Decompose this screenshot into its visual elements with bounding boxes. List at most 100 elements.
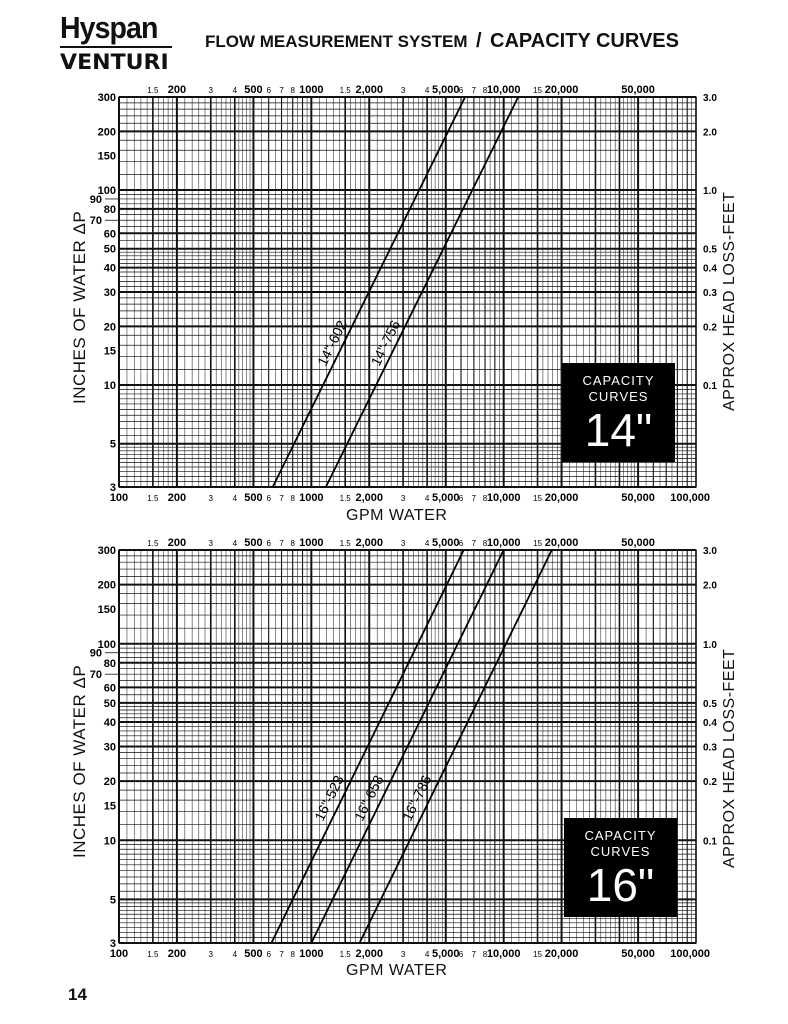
- x-tick-label: 50,000: [621, 537, 655, 549]
- x-tick-label: 4: [233, 539, 238, 548]
- x-tick-label: 1.5: [340, 539, 352, 548]
- capacity-badge-14in: CAPACITY CURVES 14": [562, 363, 675, 462]
- x-tick-label: 2,000: [355, 492, 383, 504]
- y-right-tick-label: 0.5: [703, 245, 717, 256]
- x-tick-label: 7: [472, 86, 477, 95]
- x-tick-label: 7: [279, 494, 284, 503]
- x-tick-label: 6: [459, 494, 464, 503]
- y-tick-label: 70: [90, 215, 102, 227]
- x-tick-label: 1.5: [340, 86, 352, 95]
- grid: [118, 96, 697, 488]
- y-right-tick-label: 0.2: [703, 777, 717, 788]
- capacity-chart-14in: 300 200 150 100 90 80 70 60 50 40 30 20 15 10 5 3 3.0 2.0…: [70, 84, 738, 524]
- x-tick-label: 1.5: [147, 539, 159, 548]
- x-tick-label: 5,000: [432, 492, 460, 504]
- x-tick-label: 7: [472, 950, 477, 959]
- y-tick-label: 10: [104, 380, 116, 392]
- x-tick-label: 8: [483, 950, 488, 959]
- x-axis-ticks-top: 1.5 200 3 4 500 6 7 8 1000 1.5 2,000 3 4 5,000 6 7 8 10,0…: [147, 84, 655, 96]
- y-tick-label: 10: [104, 835, 116, 847]
- x-tick-label: 6: [459, 950, 464, 959]
- y-tick-label: 5: [110, 894, 116, 906]
- x-tick-label: 4: [425, 539, 430, 548]
- x-tick-label: 1.5: [147, 86, 159, 95]
- x-tick-label: 15: [533, 950, 542, 959]
- y-tick-label: 50: [104, 244, 116, 256]
- y-tick-label: 150: [98, 151, 116, 163]
- capacity-badge-16in: CAPACITY CURVES 16": [564, 818, 677, 917]
- x-tick-label: 100,000: [670, 492, 710, 504]
- y-tick-label: 200: [98, 580, 116, 592]
- x-tick-label: 20,000: [545, 948, 579, 960]
- badge-line2: CURVES: [588, 389, 649, 404]
- x-tick-label: 5,000: [432, 948, 460, 960]
- x-tick-label: 200: [168, 537, 186, 549]
- x-tick-label: 4: [233, 950, 238, 959]
- x-tick-label: 50,000: [621, 492, 655, 504]
- x-tick-label: 20,000: [545, 537, 579, 549]
- x-tick-label: 15: [533, 494, 542, 503]
- y-tick-label: 3: [110, 482, 116, 494]
- y-right-tick-label: 0.5: [703, 699, 717, 710]
- y-tick-label: 40: [104, 717, 116, 729]
- x-tick-label: 6: [266, 494, 271, 503]
- x-tick-label: 100: [110, 492, 128, 504]
- x-tick-label: 1.5: [340, 950, 352, 959]
- x-tick-label: 8: [483, 86, 488, 95]
- y-right-tick-label: 0.1: [703, 381, 717, 392]
- x-tick-label: 7: [279, 539, 284, 548]
- y-tick-label: 80: [104, 658, 116, 670]
- x-tick-label: 1.5: [340, 494, 352, 503]
- x-tick-label: 15: [533, 539, 542, 548]
- y-tick-label: 150: [98, 604, 116, 616]
- x-tick-label: 4: [425, 494, 430, 503]
- hyspan-venturi-logo: Hyspan VENTURI: [60, 12, 174, 73]
- x-tick-label: 10,000: [487, 492, 521, 504]
- y-tick-label: 50: [104, 698, 116, 710]
- y-right-tick-label: 2.0: [703, 127, 717, 138]
- x-tick-label: 4: [233, 86, 238, 95]
- x-tick-label: 8: [290, 494, 295, 503]
- y-tick-label: 70: [90, 669, 102, 681]
- y-right-tick-label: 0.4: [703, 718, 717, 729]
- x-tick-label: 3: [209, 950, 214, 959]
- x-tick-label: 200: [168, 84, 186, 96]
- x-tick-label: 500: [244, 84, 262, 96]
- x-tick-label: 100: [110, 948, 128, 960]
- page-title-part2: CAPACITY CURVES: [490, 30, 679, 52]
- y-tick-label: 60: [104, 228, 116, 240]
- badge-size: 14": [584, 404, 653, 456]
- x-tick-label: 2,000: [355, 84, 383, 96]
- y-tick-label: 300: [98, 92, 116, 104]
- x-tick-label: 3: [209, 539, 214, 548]
- x-tick-label: 4: [425, 86, 430, 95]
- x-tick-label: 20,000: [545, 84, 579, 96]
- x-tick-label: 6: [266, 539, 271, 548]
- y-right-tick-label: 0.1: [703, 836, 717, 847]
- y-axis-label-left: INCHES OF WATER ΔP: [70, 664, 89, 858]
- x-tick-label: 3: [209, 494, 214, 503]
- x-tick-label: 100,000: [670, 948, 710, 960]
- x-tick-label: 7: [472, 539, 477, 548]
- x-tick-label: 6: [459, 86, 464, 95]
- y-tick-label: 90: [90, 194, 102, 206]
- y-tick-label: 3: [110, 938, 116, 950]
- page-title-part1: FLOW MEASUREMENT SYSTEM: [205, 32, 468, 51]
- x-tick-label: 200: [168, 492, 186, 504]
- x-tick-label: 50,000: [621, 84, 655, 96]
- x-tick-label: 6: [266, 86, 271, 95]
- x-tick-label: 8: [290, 539, 295, 548]
- y-tick-label: 80: [104, 204, 116, 216]
- logo-hyspan-text: Hyspan: [60, 10, 158, 45]
- page-number: 14: [68, 985, 87, 1004]
- y-right-tick-label: 1.0: [703, 640, 717, 651]
- x-axis-ticks-top: 1.5 200 3 4 500 6 7 8 1000 1.5 2,000 3 4 5,000 6 7 8 10,0…: [147, 537, 655, 549]
- y-axis-ticks-right: 3.0 2.0 1.0 0.5 0.4 0.3 0.2 0.1: [703, 546, 717, 847]
- x-tick-label: 50,000: [621, 948, 655, 960]
- x-tick-label: 10,000: [487, 84, 521, 96]
- y-axis-label-right: APPROX HEAD LOSS-FEET: [721, 648, 738, 868]
- x-tick-label: 500: [244, 537, 262, 549]
